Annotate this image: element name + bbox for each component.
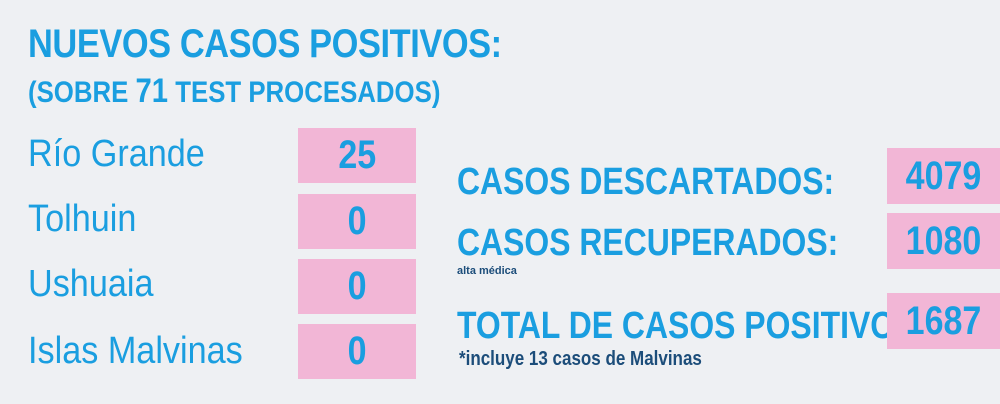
- discarded-value-box: 4079: [887, 148, 1000, 204]
- total-value: 1687: [905, 298, 982, 343]
- discarded-value: 4079: [905, 153, 982, 198]
- subtitle-prefix: (SOBRE: [28, 76, 129, 109]
- page-subtitle: (SOBRE 71 TEST PROCESADOS): [28, 72, 440, 111]
- city-count-value: 25: [338, 133, 376, 177]
- total-value-box: 1687: [887, 293, 1000, 349]
- page-title: NUEVOS CASOS POSITIVOS:: [28, 22, 502, 66]
- total-note: *incluye 13 casos de Malvinas: [459, 348, 702, 370]
- discarded-label: CASOS DESCARTADOS:: [457, 161, 835, 203]
- city-count-value: 0: [347, 264, 367, 308]
- city-count-rio-grande: 25: [298, 128, 416, 183]
- city-label-islas-malvinas: Islas Malvinas: [28, 330, 243, 372]
- recovered-note: alta médica: [457, 265, 517, 277]
- total-label: TOTAL DE CASOS POSITIVOS: [457, 305, 917, 347]
- recovered-value: 1080: [905, 218, 982, 263]
- city-count-islas-malvinas: 0: [298, 324, 416, 379]
- recovered-value-box: 1080: [887, 213, 1000, 269]
- city-label-rio-grande: Río Grande: [28, 133, 205, 175]
- city-label-ushuaia: Ushuaia: [28, 263, 154, 305]
- city-count-ushuaia: 0: [298, 259, 416, 314]
- subtitle-suffix: TEST PROCESADOS): [175, 76, 441, 109]
- recovered-label: CASOS RECUPERADOS:: [457, 222, 839, 264]
- city-count-value: 0: [347, 199, 367, 243]
- city-count-tolhuin: 0: [298, 194, 416, 249]
- city-count-value: 0: [347, 329, 367, 373]
- city-label-tolhuin: Tolhuin: [28, 198, 137, 240]
- tests-processed-count: 71: [135, 72, 169, 110]
